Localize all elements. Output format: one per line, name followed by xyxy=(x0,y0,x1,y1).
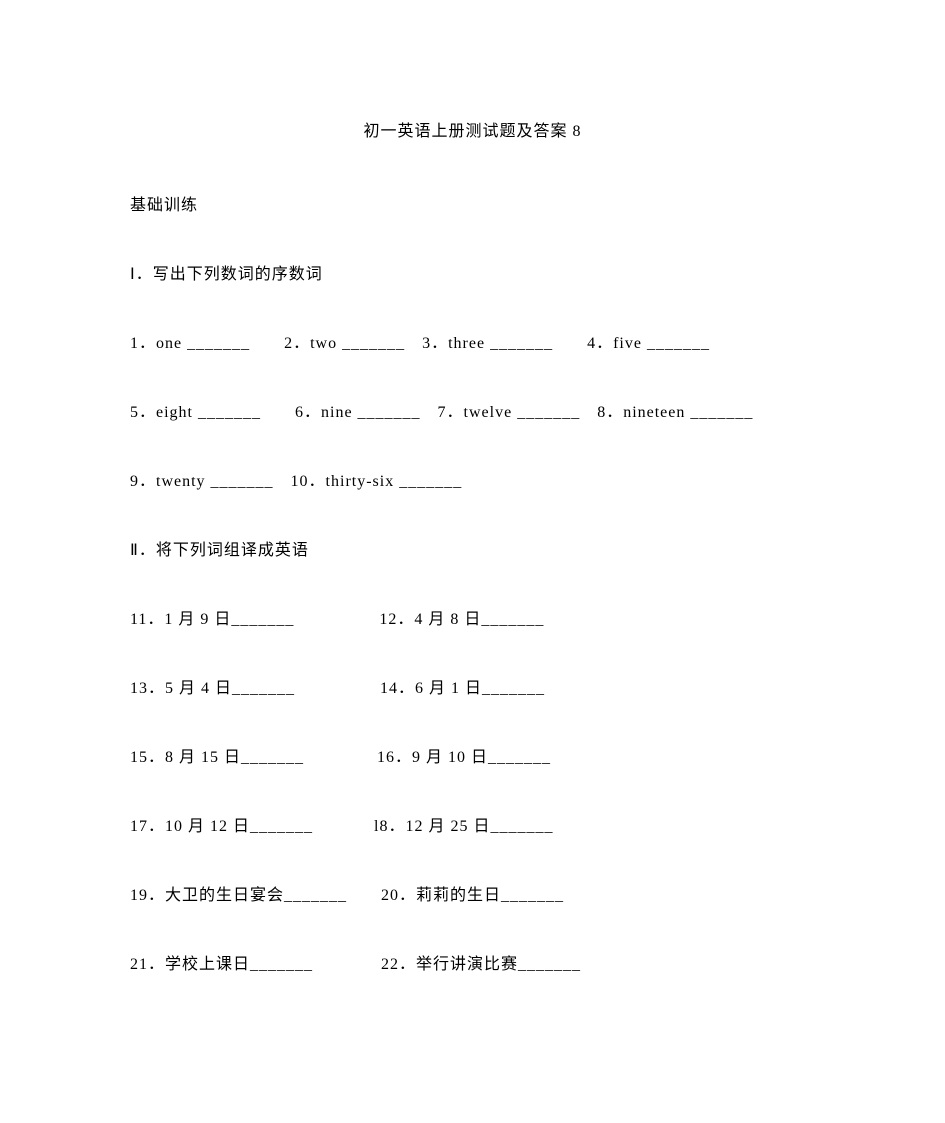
question-line-21: 21．学校上课日_______ 22．举行讲演比赛_______ xyxy=(130,953,815,977)
question-line-15: 15．8 月 15 日_______ 16．9 月 10 日_______ xyxy=(130,746,815,770)
section-2-heading: Ⅱ．将下列词组译成英语 xyxy=(130,539,815,563)
question-line-11: 11．1 月 9 日_______ 12．4 月 8 日_______ xyxy=(130,608,815,632)
page-title: 初一英语上册测试题及答案 8 xyxy=(130,120,815,144)
question-line-2: 5．eight _______ 6．nine _______ 7．twelve … xyxy=(130,401,815,425)
section-1-heading: Ⅰ．写出下列数词的序数词 xyxy=(130,263,815,287)
section-basic-training: 基础训练 xyxy=(130,194,815,218)
question-line-3: 9．twenty _______ 10．thirty-six _______ xyxy=(130,470,815,494)
question-line-19: 19．大卫的生日宴会_______ 20．莉莉的生日_______ xyxy=(130,884,815,908)
question-line-13: 13．5 月 4 日_______ 14．6 月 1 日_______ xyxy=(130,677,815,701)
question-line-1: 1．one _______ 2．two _______ 3．three ____… xyxy=(130,332,815,356)
question-line-17: 17．10 月 12 日_______ l8．12 月 25 日_______ xyxy=(130,815,815,839)
